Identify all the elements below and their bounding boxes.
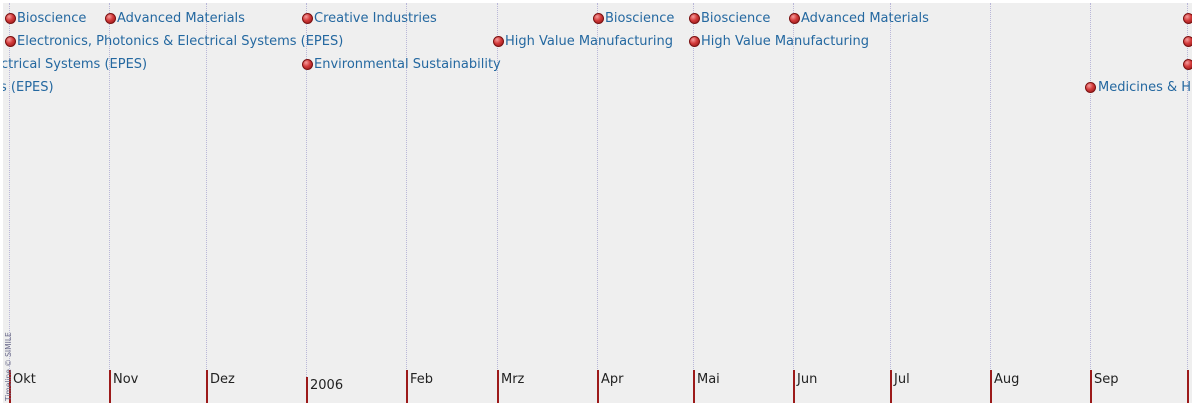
event-label[interactable]: Bioscience (605, 11, 675, 26)
event-label[interactable]: High Value Manufacturing (505, 34, 673, 49)
month-label: Mai (697, 372, 720, 387)
event-label[interactable]: ctrical Systems (EPES) (3, 57, 148, 72)
month-gridline (597, 3, 598, 377)
timeline-band[interactable]: Bioscience Advanced Materials Creative I… (3, 3, 1192, 403)
event-marker[interactable] (493, 36, 504, 47)
event-marker[interactable] (1183, 36, 1192, 47)
event-label[interactable]: Advanced Materials (117, 11, 245, 26)
month-gridline (109, 3, 110, 377)
month-label: Nov (113, 372, 139, 387)
month-gridline (1090, 3, 1091, 377)
event-marker[interactable] (302, 13, 313, 24)
month-tick (9, 370, 11, 403)
month-gridline (497, 3, 498, 377)
month-label: Feb (410, 372, 434, 387)
month-gridline (9, 3, 10, 377)
month-tick (406, 370, 408, 403)
month-tick (990, 370, 992, 403)
month-tick (597, 370, 599, 403)
month-label: Dez (210, 372, 235, 387)
event-label[interactable]: Bioscience (701, 11, 771, 26)
month-tick (1187, 370, 1189, 403)
month-label: Apr (601, 372, 624, 387)
timeline-copyright: Timeline © SIMILE (4, 332, 13, 401)
month-label: Jul (894, 372, 910, 387)
event-marker[interactable] (302, 59, 313, 70)
month-label: Okt (13, 372, 36, 387)
event-marker[interactable] (1183, 59, 1192, 70)
event-marker[interactable] (593, 13, 604, 24)
event-marker[interactable] (1183, 13, 1192, 24)
month-gridline (890, 3, 891, 377)
event-label[interactable]: High Value Manufacturing (701, 34, 869, 49)
month-tick (497, 370, 499, 403)
event-marker[interactable] (689, 36, 700, 47)
event-marker[interactable] (5, 36, 16, 47)
event-label[interactable]: Bioscience (17, 11, 87, 26)
event-marker[interactable] (5, 13, 16, 24)
month-gridline (793, 3, 794, 377)
month-gridline (406, 3, 407, 377)
month-gridline (206, 3, 207, 377)
month-gridline (306, 3, 307, 377)
month-gridline (990, 3, 991, 377)
month-gridline (693, 3, 694, 377)
event-label[interactable]: Medicines & H (1098, 80, 1192, 95)
month-label: Aug (994, 372, 1020, 387)
month-tick (793, 370, 795, 403)
month-gridline (1187, 3, 1188, 377)
month-tick (1090, 370, 1092, 403)
month-tick (306, 377, 308, 403)
event-marker[interactable] (105, 13, 116, 24)
month-label: 2006 (310, 378, 344, 393)
month-tick (206, 370, 208, 403)
month-label: Sep (1094, 372, 1119, 387)
month-label: Jun (797, 372, 818, 387)
event-label[interactable]: Electronics, Photonics & Electrical Syst… (17, 34, 344, 49)
month-tick (890, 370, 892, 403)
event-marker[interactable] (689, 13, 700, 24)
event-label[interactable]: Advanced Materials (801, 11, 929, 26)
event-label[interactable]: Creative Industries (314, 11, 437, 26)
month-tick (693, 370, 695, 403)
event-marker[interactable] (1085, 82, 1096, 93)
month-tick (109, 370, 111, 403)
event-label[interactable]: s (EPES) (3, 80, 54, 95)
event-label[interactable]: Environmental Sustainability (314, 57, 501, 72)
event-marker[interactable] (789, 13, 800, 24)
month-label: Mrz (501, 372, 525, 387)
